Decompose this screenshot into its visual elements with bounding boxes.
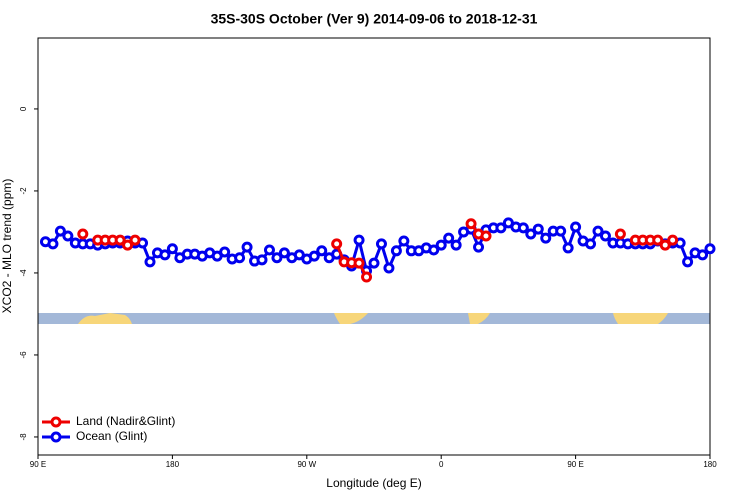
data-point (697, 249, 709, 261)
data-point (263, 244, 275, 256)
data-point (368, 257, 380, 269)
data-point (62, 230, 74, 242)
data-point (54, 225, 66, 237)
land-patch (78, 313, 132, 324)
legend-label: Ocean (Glint) (76, 429, 147, 443)
data-point (592, 225, 604, 237)
x-tick-label: 90 E (30, 460, 46, 469)
data-point (450, 239, 462, 251)
data-point (129, 234, 141, 246)
data-point (241, 241, 253, 253)
x-tick-label: 90 E (567, 460, 583, 469)
data-point (114, 234, 126, 246)
data-point (585, 238, 597, 250)
legend-label: Land (Nadir&Glint) (76, 414, 175, 428)
ocean-strip (38, 313, 710, 324)
data-point (555, 225, 567, 237)
data-point (159, 249, 171, 261)
data-point (562, 242, 574, 254)
data-point (77, 228, 89, 240)
data-point (570, 221, 582, 233)
x-tick-label: 180 (166, 460, 180, 469)
data-point (122, 239, 134, 251)
data-point (435, 239, 447, 251)
y-tick-label: -2 (19, 187, 28, 195)
data-point (353, 257, 365, 269)
data-point (465, 218, 477, 230)
data-point (667, 234, 679, 246)
data-point (234, 252, 246, 264)
y-tick-label: -4 (19, 269, 28, 277)
data-point (652, 234, 664, 246)
y-tick-label: -6 (19, 351, 28, 359)
legend-marker (50, 416, 62, 428)
data-point (219, 246, 231, 258)
data-point (316, 245, 328, 257)
data-point (166, 243, 178, 255)
data-point (480, 230, 492, 242)
data-point (375, 238, 387, 250)
data-point (144, 256, 156, 268)
data-point (47, 238, 59, 250)
data-point (278, 247, 290, 259)
chart-title: 35S-30S October (Ver 9) 2014-09-06 to 20… (211, 11, 538, 27)
x-tick-label: 180 (703, 460, 717, 469)
land-patch (613, 313, 668, 324)
data-point (383, 262, 395, 274)
data-point (428, 244, 440, 256)
y-tick-label: -8 (19, 433, 28, 441)
data-point (532, 223, 544, 235)
data-point (659, 239, 671, 251)
data-point (271, 252, 283, 264)
data-point (256, 254, 268, 266)
data-point (308, 250, 320, 262)
data-point (390, 245, 402, 257)
map-strip (38, 313, 710, 324)
data-point (331, 238, 343, 250)
data-point (540, 232, 552, 244)
data-point (443, 232, 455, 244)
y-axis-label: XCO2 - MLO trend (ppm) (0, 179, 14, 314)
data-point (361, 271, 373, 283)
land-patch (468, 313, 490, 324)
legend-marker (50, 431, 62, 443)
data-point (704, 243, 716, 255)
y-tick-label: 0 (19, 106, 28, 111)
data-point (398, 235, 410, 247)
data-point (614, 228, 626, 240)
data-point (495, 222, 507, 234)
land-patch (334, 313, 368, 324)
data-point (525, 228, 537, 240)
x-axis-label: Longitude (deg E) (326, 476, 421, 490)
data-point (599, 230, 611, 242)
data-point (473, 241, 485, 253)
data-point (353, 234, 365, 246)
data-point (517, 222, 529, 234)
x-tick-label: 0 (439, 460, 444, 469)
x-tick-label: 90 W (297, 460, 316, 469)
data-point (682, 256, 694, 268)
